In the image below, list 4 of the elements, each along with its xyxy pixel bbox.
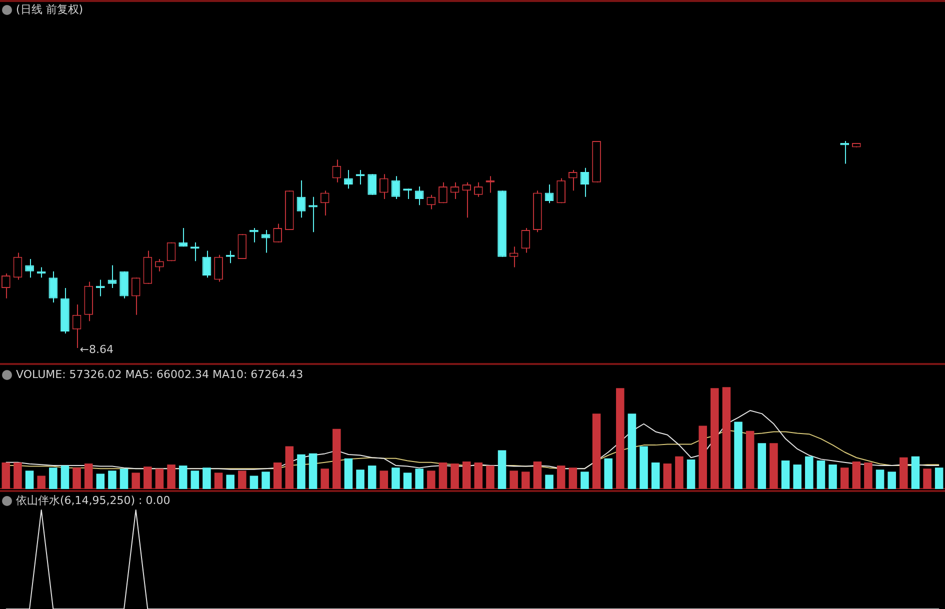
chart-title: 依山伴水(6,14,95,250) : 0.00 [16, 493, 170, 508]
annotation: ←8.64 [80, 342, 114, 356]
chart-title: (日线 前复权) [16, 2, 84, 17]
chart-title: VOLUME: 57326.02 MA5: 66002.34 MA10: 67264.43 [16, 368, 304, 381]
